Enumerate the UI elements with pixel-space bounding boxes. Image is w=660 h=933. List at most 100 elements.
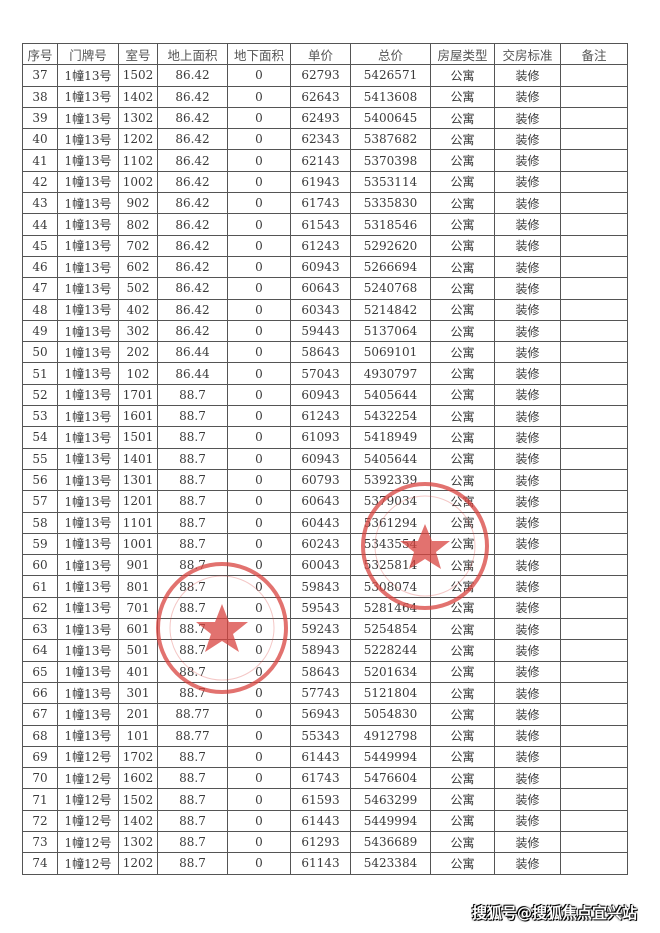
table-cell: 公寓 xyxy=(430,192,495,215)
table-cell: 5370398 xyxy=(350,149,431,172)
column-header: 序号 xyxy=(22,42,58,66)
table-cell: 0 xyxy=(227,703,291,726)
table-cell: 5449994 xyxy=(350,809,431,832)
table-cell: 0 xyxy=(227,554,291,577)
table-cell: 801 xyxy=(118,575,158,598)
table-cell: 62 xyxy=(22,596,58,620)
table-cell: 装修 xyxy=(494,447,561,470)
table-cell: 1401 xyxy=(118,447,158,470)
table-cell: 86.42 xyxy=(157,319,228,343)
table-row: 52 1幢13号 1701 88.7 0 60943 5405644 公寓 装修 xyxy=(22,383,628,407)
table-cell: 88.7 xyxy=(157,426,228,449)
table-cell xyxy=(560,468,628,492)
table-row: 51 1幢13号 102 86.44 0 57043 4930797 公寓 装修 xyxy=(22,362,628,385)
table-cell: 501 xyxy=(118,639,158,662)
column-header: 地下面积 xyxy=(227,42,291,66)
table-cell: 61443 xyxy=(290,745,351,769)
table-cell: 201 xyxy=(118,703,158,726)
table-cell: 70 xyxy=(22,767,58,790)
table-cell xyxy=(560,234,628,257)
table-cell: 公寓 xyxy=(430,830,495,854)
table-cell: 61593 xyxy=(290,788,351,811)
table-cell: 公寓 xyxy=(430,64,495,87)
table-cell: 60 xyxy=(22,554,58,577)
table-cell: 56 xyxy=(22,468,58,492)
table-cell xyxy=(560,426,628,449)
table-cell: 52 xyxy=(22,383,58,407)
table-cell: 60043 xyxy=(290,554,351,577)
table-cell: 装修 xyxy=(494,830,561,854)
table-cell: 58643 xyxy=(290,341,351,364)
table-cell: 5426571 xyxy=(350,64,431,87)
table-cell xyxy=(560,596,628,620)
table-cell: 62493 xyxy=(290,106,351,130)
table-cell: 5254854 xyxy=(350,618,431,641)
table-cell xyxy=(560,745,628,769)
table-cell: 88.7 xyxy=(157,745,228,769)
table-cell: 38 xyxy=(22,85,58,108)
table-cell: 74 xyxy=(22,852,58,875)
table-cell xyxy=(560,383,628,407)
table-cell: 0 xyxy=(227,85,291,108)
table-cell: 0 xyxy=(227,830,291,854)
table-cell: 1幢12号 xyxy=(57,745,119,769)
table-cell: 65 xyxy=(22,660,58,683)
table-cell: 1002 xyxy=(118,170,158,194)
table-row: 55 1幢13号 1401 88.7 0 60943 5405644 公寓 装修 xyxy=(22,447,628,470)
table-cell: 61143 xyxy=(290,852,351,875)
table-cell: 公寓 xyxy=(430,106,495,130)
table-cell: 1幢13号 xyxy=(57,681,119,705)
table-cell: 86.42 xyxy=(157,149,228,172)
table-cell: 301 xyxy=(118,681,158,705)
table-cell: 1幢13号 xyxy=(57,149,119,172)
table-cell: 1幢13号 xyxy=(57,255,119,279)
table-cell: 1602 xyxy=(118,767,158,790)
table-cell: 62143 xyxy=(290,149,351,172)
table-cell: 44 xyxy=(22,213,58,236)
column-header: 地上面积 xyxy=(157,42,228,66)
table-cell: 88.7 xyxy=(157,468,228,492)
table-cell: 88.7 xyxy=(157,660,228,683)
table-cell: 5201634 xyxy=(350,660,431,683)
table-cell: 54 xyxy=(22,426,58,449)
table-cell: 公寓 xyxy=(430,490,495,513)
table-cell: 0 xyxy=(227,277,291,300)
column-header: 交房标准 xyxy=(494,42,561,66)
table-row: 56 1幢13号 1301 88.7 0 60793 5392339 公寓 装修 xyxy=(22,468,628,492)
table-cell xyxy=(560,703,628,726)
table-cell: 0 xyxy=(227,405,291,428)
table-cell: 1幢13号 xyxy=(57,170,119,194)
table-cell: 5228244 xyxy=(350,639,431,662)
table-cell: 402 xyxy=(118,298,158,321)
table-cell: 902 xyxy=(118,192,158,215)
table-cell: 5214842 xyxy=(350,298,431,321)
table-cell: 60943 xyxy=(290,383,351,407)
table-cell: 0 xyxy=(227,745,291,769)
table-row: 48 1幢13号 402 86.42 0 60343 5214842 公寓 装修 xyxy=(22,298,628,321)
table-cell: 1幢13号 xyxy=(57,85,119,108)
table-cell: 装修 xyxy=(494,490,561,513)
table-cell: 40 xyxy=(22,128,58,151)
table-cell: 53 xyxy=(22,405,58,428)
table-cell: 61743 xyxy=(290,192,351,215)
table-cell: 5413608 xyxy=(350,85,431,108)
table-cell: 1幢13号 xyxy=(57,660,119,683)
table-cell xyxy=(560,149,628,172)
table-cell: 88.7 xyxy=(157,809,228,832)
table-cell xyxy=(560,830,628,854)
table-cell: 72 xyxy=(22,809,58,832)
table-cell: 装修 xyxy=(494,532,561,556)
table-cell: 公寓 xyxy=(430,319,495,343)
table-cell: 48 xyxy=(22,298,58,321)
table-cell: 公寓 xyxy=(430,724,495,747)
table-cell: 1102 xyxy=(118,149,158,172)
table-cell: 0 xyxy=(227,319,291,343)
table-cell: 公寓 xyxy=(430,170,495,194)
table-cell: 0 xyxy=(227,532,291,556)
table-cell: 0 xyxy=(227,788,291,811)
table-cell: 装修 xyxy=(494,511,561,534)
table-cell: 86.42 xyxy=(157,213,228,236)
table-cell xyxy=(560,170,628,194)
table-cell: 1101 xyxy=(118,511,158,534)
table-cell: 601 xyxy=(118,618,158,641)
